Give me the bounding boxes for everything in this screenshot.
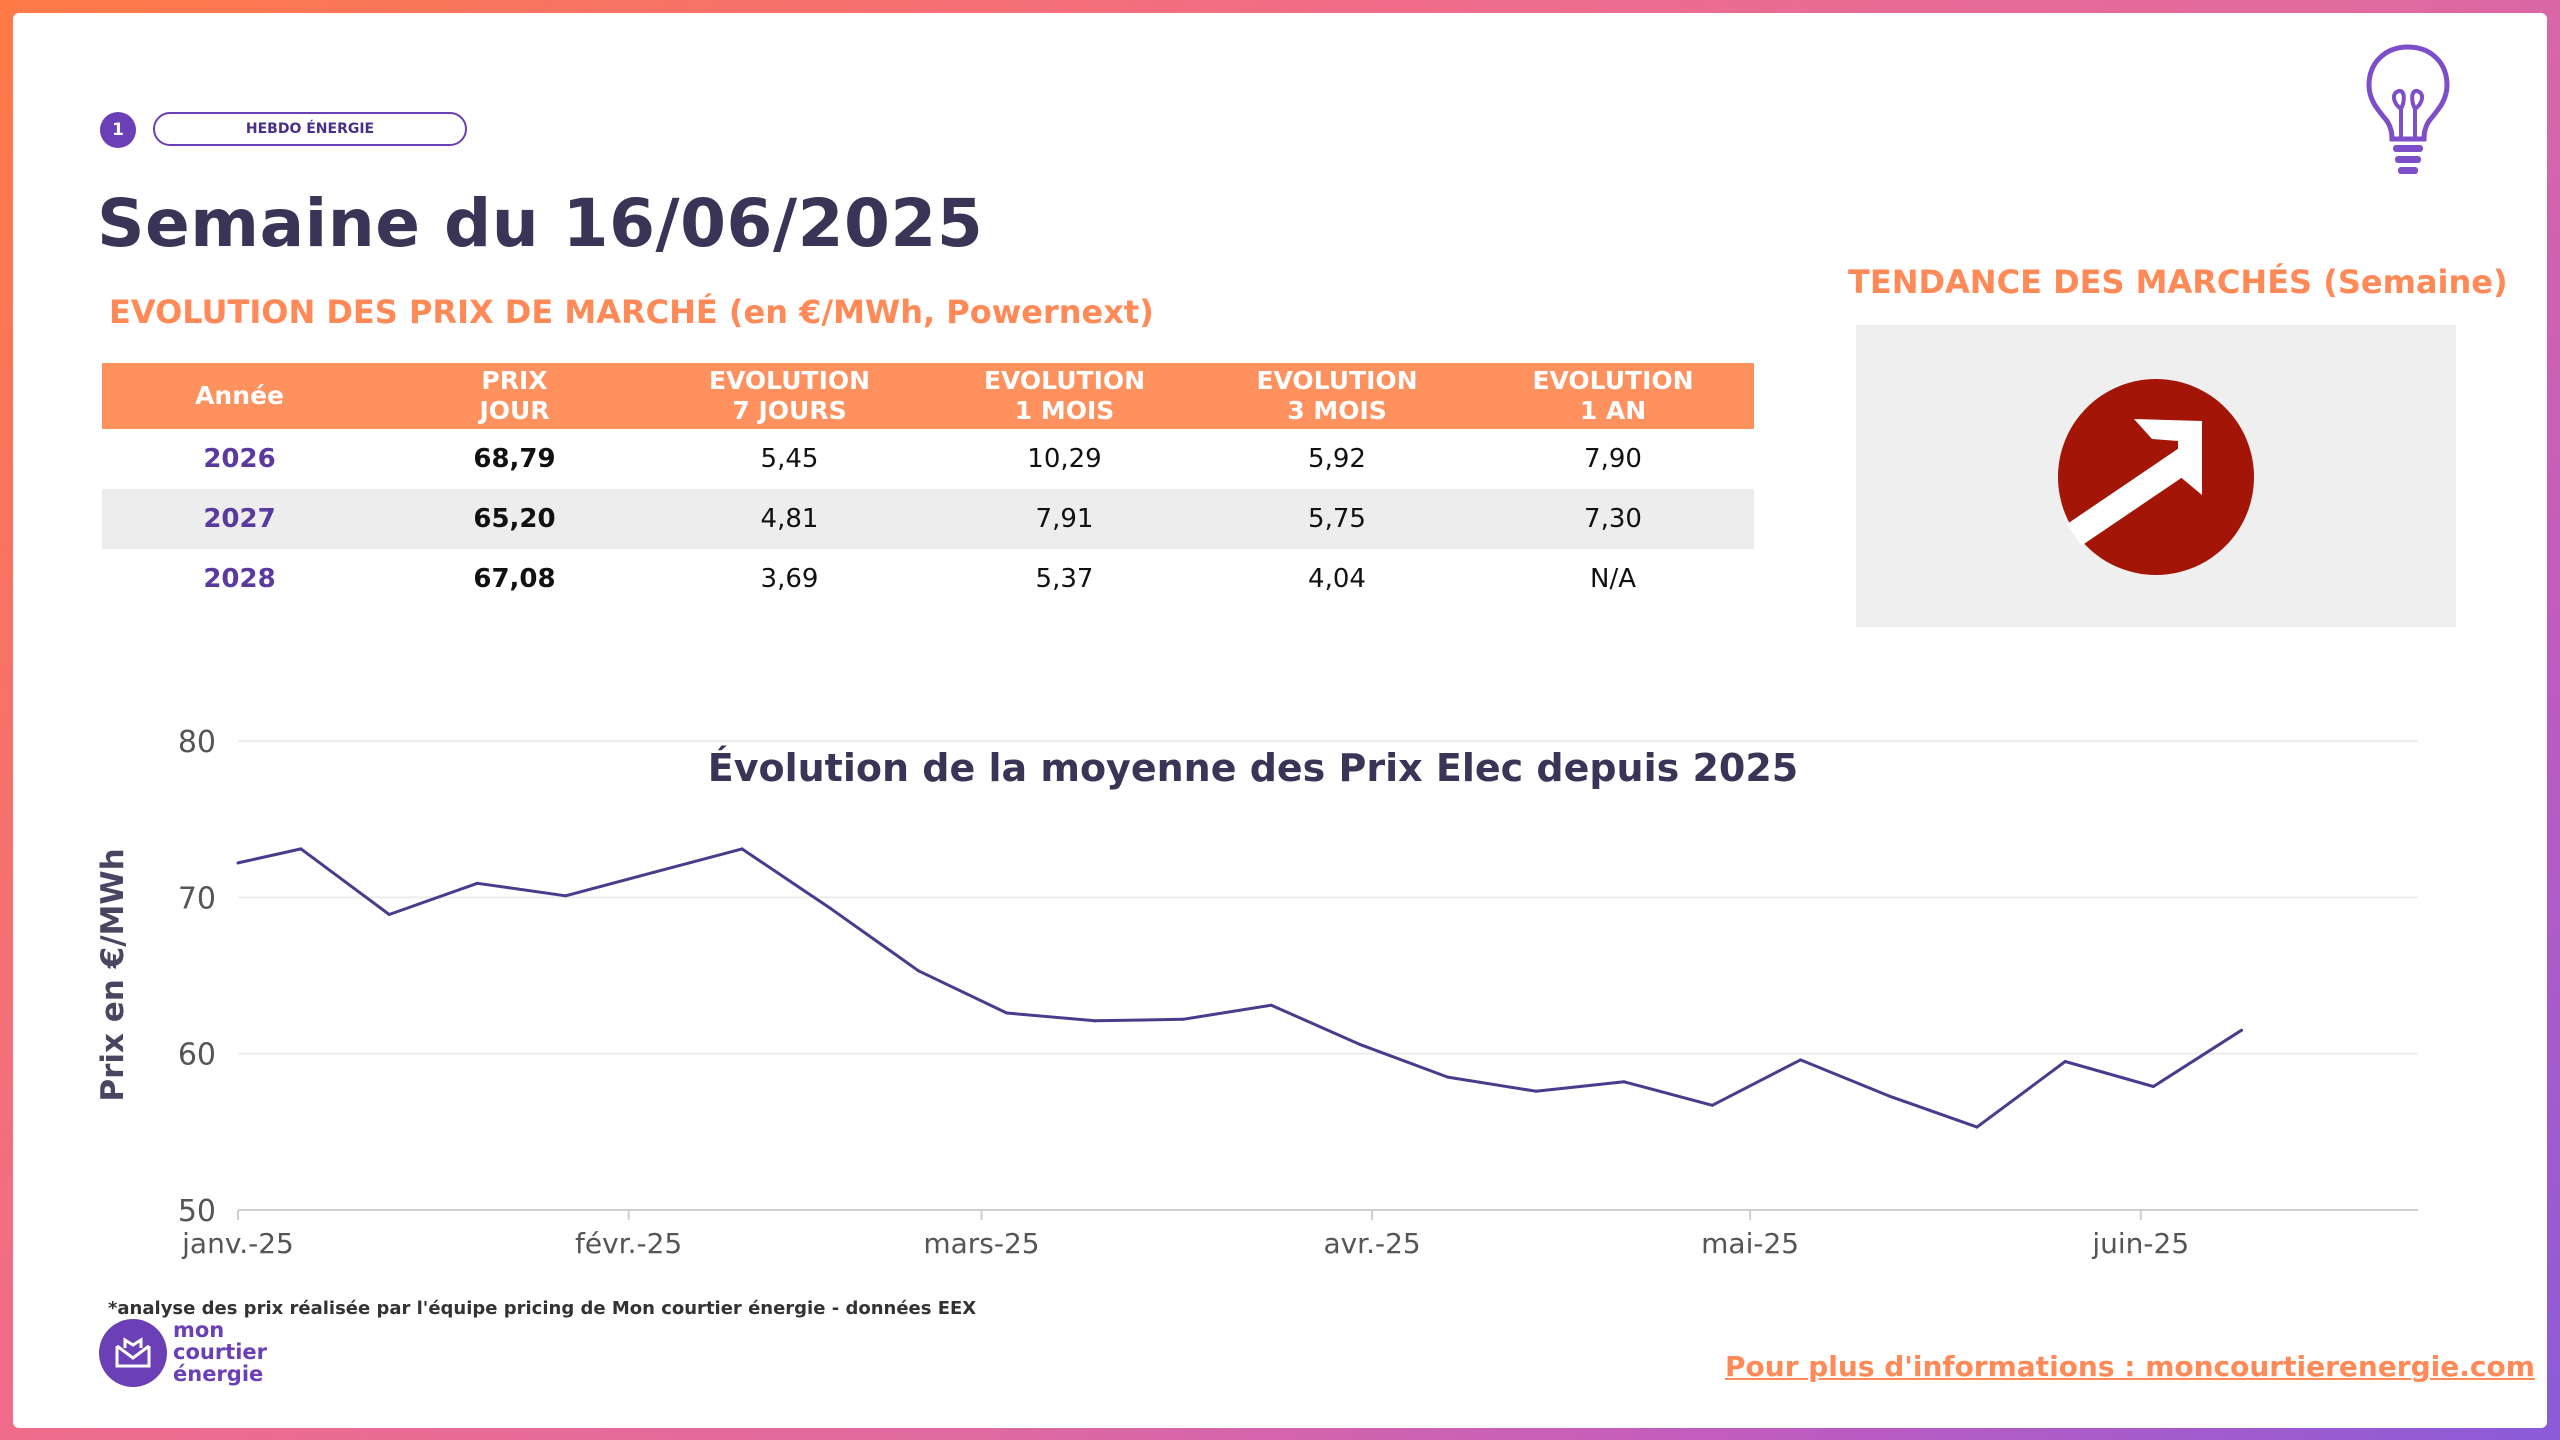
table-cell: 4,81 (652, 489, 927, 549)
table-cell: 7,30 (1472, 489, 1754, 549)
table-header-cell: EVOLUTION 3 MOIS (1202, 363, 1472, 429)
y-axis-label: Prix en €/MWh (95, 848, 131, 1101)
table-cell: 10,29 (1027, 444, 1102, 474)
data-point (387, 913, 391, 917)
table-cell: 5,92 (1308, 444, 1366, 474)
data-point (1622, 1080, 1626, 1084)
table-row: 2028 67,08 3,69 5,37 4,04 N/A (102, 549, 1754, 609)
footnote: *analyse des prix réalisée par l'équipe … (108, 1298, 977, 1319)
arrow-up-right-icon (2058, 379, 2254, 575)
data-point (564, 894, 568, 898)
data-point (828, 906, 832, 910)
table-cell: 3,69 (760, 564, 819, 594)
trend-panel (1856, 325, 2456, 627)
data-point (236, 861, 240, 865)
data-point (1269, 1003, 1273, 1007)
price-table: Année PRIX JOUR EVOLUTION 7 JOURS EVOLUTION 1 … (102, 363, 1754, 609)
table-header-cell: EVOLUTION 7 JOURS (652, 363, 927, 429)
data-point (652, 870, 656, 874)
data-point (1181, 1017, 1185, 1021)
data-point (1975, 1125, 1979, 1129)
data-point (1446, 1075, 1450, 1079)
price-line-chart: 50 60 70 80 janv.-25 févr.-25 mars-25 avr.-25 ma… (95, 725, 2418, 1260)
table-cell: 5,37 (1035, 564, 1094, 594)
table-header-row: Année PRIX JOUR EVOLUTION 7 JOURS EVOLUTION 1 … (102, 363, 1754, 429)
table-header-cell: EVOLUTION 1 AN (1472, 363, 1754, 429)
table-cell: 65,20 (377, 489, 652, 549)
more-info-link[interactable]: Pour plus d'informations : moncourtieren… (1725, 1350, 2535, 1383)
table-header-cell: PRIX JOUR (377, 363, 652, 429)
category-tag: HEBDO ÉNERGIE (153, 112, 467, 146)
series-line (237, 847, 2243, 1129)
data-point (1887, 1094, 1891, 1098)
x-tick-label: avr.-25 (1323, 1227, 1420, 1260)
table-cell: 7,90 (1584, 444, 1642, 474)
table-header-cell: EVOLUTION 1 MOIS (927, 363, 1202, 429)
data-point (1710, 1103, 1714, 1107)
data-point (1799, 1058, 1803, 1062)
x-tick-label: juin-25 (2091, 1227, 2189, 1260)
chart-title: Évolution de la moyenne des Prix Elec de… (708, 746, 1799, 790)
table-header-cell: Année (102, 363, 377, 429)
envelope-icon (115, 1337, 151, 1368)
data-point (299, 847, 303, 851)
section-subtitle: EVOLUTION DES PRIX DE MARCHÉ (en €/MWh, … (109, 293, 1154, 331)
table-row: 2026 68,79 5,45 10,29 5,92 7,90 (102, 429, 1754, 489)
table-cell: 5,45 (760, 444, 819, 474)
data-point (1093, 1019, 1097, 1023)
table-cell: N/A (1590, 564, 1636, 594)
table-cell: 4,04 (1308, 564, 1366, 594)
x-tick-label: janv.-25 (181, 1227, 294, 1260)
x-tick-label: mai-25 (1701, 1227, 1799, 1260)
x-tick-label: mars-25 (923, 1227, 1039, 1260)
data-point (2151, 1084, 2155, 1088)
brand-logo-text: mon courtier énergie (173, 1318, 268, 1386)
data-point (1534, 1089, 1538, 1093)
year-cell: 2026 (203, 444, 276, 474)
data-point (916, 969, 920, 973)
brand-logo (99, 1319, 167, 1387)
year-cell: 2028 (203, 564, 276, 594)
y-tick-label: 60 (178, 1038, 216, 1073)
table-cell: 7,91 (927, 489, 1202, 549)
table-row: 2027 65,20 4,81 7,91 5,75 7,30 (102, 489, 1754, 549)
data-point (475, 881, 479, 885)
page-number-badge: 1 (100, 112, 136, 148)
y-tick-label: 80 (178, 725, 216, 760)
page-title: Semaine du 16/06/2025 (97, 185, 984, 262)
data-point (1358, 1042, 1362, 1046)
x-tick-label: févr.-25 (575, 1227, 682, 1260)
table-cell: 5,75 (1202, 489, 1472, 549)
lightbulb-icon (2366, 44, 2450, 174)
table-cell: 67,08 (473, 564, 556, 594)
data-point (2063, 1059, 2067, 1063)
year-cell: 2027 (102, 489, 377, 549)
data-point (1005, 1011, 1009, 1015)
table-cell: 68,79 (473, 444, 556, 474)
slide-card: 1 HEBDO ÉNERGIE Semaine du 16/06/2025 EV… (13, 13, 2547, 1428)
data-point (740, 847, 744, 851)
y-tick-label: 70 (178, 881, 216, 916)
data-point (2240, 1028, 2244, 1032)
y-tick-label: 50 (178, 1194, 216, 1229)
trend-title: TENDANCE DES MARCHÉS (Semaine) (1848, 263, 2508, 301)
